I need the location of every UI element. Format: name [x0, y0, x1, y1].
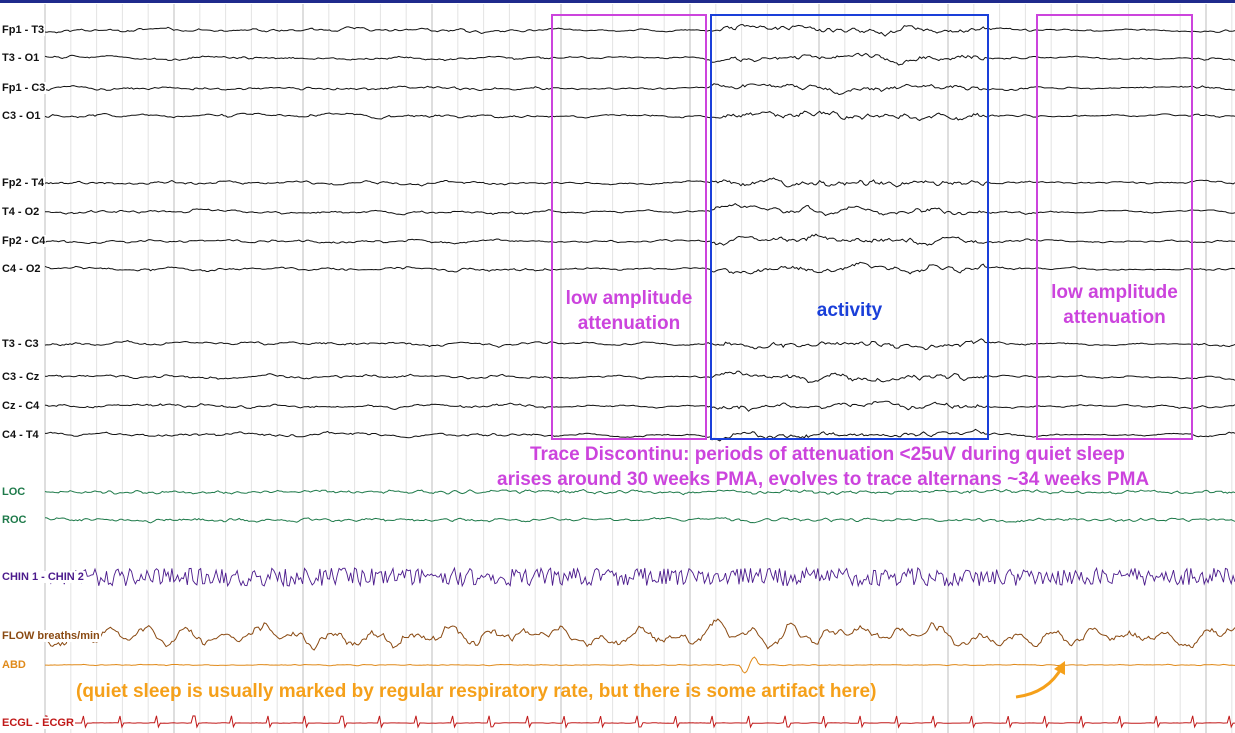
channel-label-fp1-c3[interactable]: Fp1 - C3: [1, 82, 47, 94]
trace-flow-breaths-min: [44, 618, 1235, 651]
channel-label-fp2-c4[interactable]: Fp2 - C4: [1, 235, 47, 247]
attenuation-label-2-line2: attenuation: [1063, 307, 1166, 328]
attenuation-label-2-line1: low amplitude: [1051, 282, 1178, 303]
channel-label-c4-t4[interactable]: C4 - T4: [1, 429, 40, 441]
trace-abd: [45, 656, 1235, 674]
attenuation-label-1-line1: low amplitude: [565, 288, 693, 309]
trace-chin-1-chin-2: [44, 566, 1235, 588]
channel-label-roc[interactable]: ROC: [1, 514, 28, 526]
channel-label-t3-o1[interactable]: T3 - O1: [1, 52, 41, 64]
channel-label-fp2-t4[interactable]: Fp2 - T4: [1, 177, 46, 189]
channel-label-loc[interactable]: LOC: [1, 486, 27, 498]
attenuation-box-2[interactable]: [1036, 14, 1193, 440]
trace-caption-line2: arises around 30 weeks PMA, evolves to t…: [497, 469, 1150, 490]
channel-label-cz-c4[interactable]: Cz - C4: [1, 400, 41, 412]
attenuation-label-1: low amplitude attenuation: [553, 286, 705, 336]
channel-label-ecgl-ecgr[interactable]: ECGL - ECGR: [1, 717, 75, 729]
channel-label-abd[interactable]: ABD: [1, 659, 27, 671]
channel-label-fp1-t3[interactable]: Fp1 - T3: [1, 24, 46, 36]
trace-caption-line1: Trace Discontinu: periods of attenuation…: [530, 444, 1125, 465]
channel-label-c3-cz[interactable]: C3 - Cz: [1, 371, 41, 383]
channel-label-flow-breaths-min[interactable]: FLOW breaths/min: [1, 630, 101, 642]
channel-label-chin-1-chin-2[interactable]: CHIN 1 - CHIN 2: [1, 571, 85, 583]
top-timeline-bar[interactable]: [0, 0, 1235, 3]
attenuation-label-2: low amplitude attenuation: [1038, 280, 1191, 330]
channel-label-t3-c3[interactable]: T3 - C3: [1, 338, 40, 350]
trace-ecgl-ecgr: [44, 715, 1235, 729]
respiratory-note: (quiet sleep is usually marked by regula…: [76, 681, 877, 702]
activity-box[interactable]: [710, 14, 989, 440]
attenuation-box-1[interactable]: [551, 14, 707, 440]
respiratory-arrow-icon: [1015, 661, 1065, 699]
channel-label-c3-o1[interactable]: C3 - O1: [1, 110, 42, 122]
trace-roc: [44, 516, 1235, 524]
activity-label: activity: [712, 298, 987, 323]
trace-loc: [44, 488, 1235, 496]
activity-label-text: activity: [816, 300, 883, 321]
attenuation-label-1-line2: attenuation: [577, 313, 681, 334]
channel-label-c4-o2[interactable]: C4 - O2: [1, 263, 42, 275]
channel-label-t4-o2[interactable]: T4 - O2: [1, 206, 41, 218]
